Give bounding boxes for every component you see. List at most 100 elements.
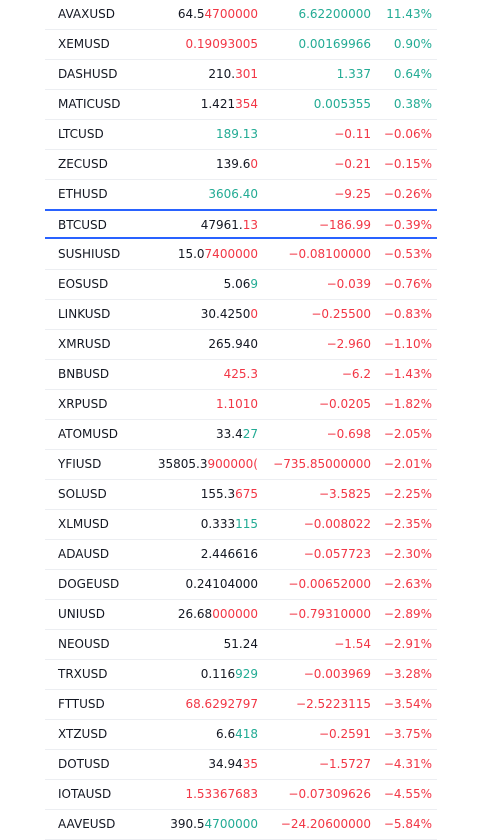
change: −186.99: [318, 218, 371, 232]
change: −0.08100000: [288, 247, 371, 261]
change-percent: −2.30%: [383, 547, 432, 561]
price-part: 68.6292797: [185, 697, 258, 711]
watchlist-row[interactable]: DOTUSD 34.9435 −1.5727 −4.31%: [45, 750, 437, 780]
price-part: 418: [235, 727, 258, 741]
change: −0.698: [326, 427, 371, 441]
price-part: 425.3: [223, 367, 258, 381]
change: −0.21: [334, 157, 371, 171]
change-percent: 11.43%: [386, 7, 432, 21]
watchlist-row[interactable]: TRXUSD 0.116929 −0.003969 −3.28%: [45, 660, 437, 690]
watchlist-row[interactable]: ZECUSD 139.60 −0.21 −0.15%: [45, 150, 437, 180]
last-price: 5.069: [150, 270, 258, 298]
price-part: 33.4: [216, 427, 243, 441]
change: 6.62200000: [298, 7, 371, 21]
watchlist-row[interactable]: IOTAUSD 1.53367683 −0.07309626 −4.55%: [45, 780, 437, 810]
last-price: 0.333115: [150, 510, 258, 538]
last-price: 425.3: [150, 360, 258, 388]
change-percent: −0.15%: [383, 157, 432, 171]
watchlist-row[interactable]: XEMUSD 0.19093005 0.00169966 0.90%: [45, 30, 437, 60]
symbol: SUSHIUSD: [58, 247, 121, 261]
watchlist-row[interactable]: ETHUSD 3606.40 −9.25 −0.26%: [45, 180, 437, 210]
change-percent: −2.89%: [383, 607, 432, 621]
price-part: 34.94: [208, 757, 243, 771]
watchlist-row[interactable]: ATOMUSD 33.427 −0.698 −2.05%: [45, 420, 437, 450]
watchlist-row[interactable]: DOGEUSD 0.24104000 −0.00652000 −2.63%: [45, 570, 437, 600]
price-part: 900000(: [207, 457, 259, 471]
price-part: 0: [250, 157, 258, 171]
watchlist-row[interactable]: NEOUSD 51.24 −1.54 −2.91%: [45, 630, 437, 660]
watchlist-row[interactable]: XLMUSD 0.333115 −0.008022 −2.35%: [45, 510, 437, 540]
watchlist-row[interactable]: BTCUSD 47961.13 −186.99 −0.39%: [45, 209, 437, 239]
watchlist-row[interactable]: AVAXUSD 64.54700000 6.62200000 11.43%: [45, 0, 437, 30]
watchlist-row[interactable]: XMRUSD 265.940 −2.960 −1.10%: [45, 330, 437, 360]
price-part: 3606.40: [208, 187, 258, 201]
price-part: 47961.: [200, 218, 243, 232]
price-part: 2.446616: [200, 547, 258, 561]
symbol: ZECUSD: [58, 157, 108, 171]
last-price: 1.1010: [150, 390, 258, 418]
watchlist-row[interactable]: SUSHIUSD 15.07400000 −0.08100000 −0.53%: [45, 240, 437, 270]
watchlist-row[interactable]: UNIUSD 26.68000000 −0.79310000 −2.89%: [45, 600, 437, 630]
price-part: 4700000: [204, 817, 258, 831]
change-percent: −1.43%: [383, 367, 432, 381]
change: −0.057723: [303, 547, 371, 561]
symbol: DASHUSD: [58, 67, 118, 81]
change-percent: −3.28%: [383, 667, 432, 681]
last-price: 2.446616: [150, 540, 258, 568]
price-part: 139.6: [216, 157, 251, 171]
last-price: 64.54700000: [150, 0, 258, 28]
watchlist-row[interactable]: XRPUSD 1.1010 −0.0205 −1.82%: [45, 390, 437, 420]
price-part: 301: [235, 67, 258, 81]
watchlist-row[interactable]: LTCUSD 189.13 −0.11 −0.06%: [45, 120, 437, 150]
watchlist-row[interactable]: BNBUSD 425.3 −6.2 −1.43%: [45, 360, 437, 390]
price-part: 929: [235, 667, 258, 681]
last-price: 0.24104000: [150, 570, 258, 598]
watchlist-row[interactable]: SOLUSD 155.3675 −3.5825 −2.25%: [45, 480, 437, 510]
watchlist-row[interactable]: EOSUSD 5.069 −0.039 −0.76%: [45, 270, 437, 300]
watchlist-row[interactable]: AAVEUSD 390.54700000 −24.20600000 −5.84%: [45, 810, 437, 840]
price-part: 6.6: [216, 727, 236, 741]
change-percent: −2.25%: [383, 487, 432, 501]
price-part: 30.4250: [200, 307, 251, 321]
price-part: 155.3: [200, 487, 236, 501]
last-price: 265.940: [150, 330, 258, 358]
symbol: LTCUSD: [58, 127, 104, 141]
change-percent: −2.35%: [383, 517, 432, 531]
watchlist-row[interactable]: FTTUSD 68.6292797 −2.5223115 −3.54%: [45, 690, 437, 720]
change: 0.00169966: [298, 37, 371, 51]
change: −0.008022: [303, 517, 371, 531]
change: −0.003969: [303, 667, 371, 681]
watchlist-row[interactable]: XTZUSD 6.6418 −0.2591 −3.75%: [45, 720, 437, 750]
symbol: BNBUSD: [58, 367, 110, 381]
symbol: XRPUSD: [58, 397, 108, 411]
watchlist-row[interactable]: DASHUSD 210.301 1.337 0.64%: [45, 60, 437, 90]
last-price: 51.24: [150, 630, 258, 658]
last-price: 33.427: [150, 420, 258, 448]
watchlist-row[interactable]: ADAUSD 2.446616 −0.057723 −2.30%: [45, 540, 437, 570]
price-part: 0.333: [200, 517, 236, 531]
price-part: 000000: [212, 607, 258, 621]
change: −1.54: [334, 637, 371, 651]
last-price: 210.301: [150, 60, 258, 88]
last-price: 139.60: [150, 150, 258, 178]
change: −3.5825: [318, 487, 371, 501]
change: −735.85000000: [273, 457, 371, 471]
symbol: XMRUSD: [58, 337, 111, 351]
symbol: UNIUSD: [58, 607, 105, 621]
watchlist-row[interactable]: MATICUSD 1.421354 0.005355 0.38%: [45, 90, 437, 120]
change-percent: −0.53%: [383, 247, 432, 261]
price-part: 5.06: [223, 277, 251, 291]
watchlist-row[interactable]: YFIUSD 35805.3900000(−735.85000000 −2.01%: [45, 450, 437, 480]
price-part: 35: [242, 757, 258, 771]
symbol: ETHUSD: [58, 187, 108, 201]
watchlist-row[interactable]: LINKUSD 30.42500 −0.25500 −0.83%: [45, 300, 437, 330]
change: 0.005355: [313, 97, 371, 111]
change-percent: −2.91%: [383, 637, 432, 651]
price-part: 26.68: [177, 607, 213, 621]
change-percent: −1.82%: [383, 397, 432, 411]
price-part: 0.19093005: [185, 37, 258, 51]
change-percent: −4.55%: [383, 787, 432, 801]
change-percent: −3.54%: [383, 697, 432, 711]
price-part: 35805.3: [157, 457, 208, 471]
change-percent: −2.01%: [383, 457, 432, 471]
